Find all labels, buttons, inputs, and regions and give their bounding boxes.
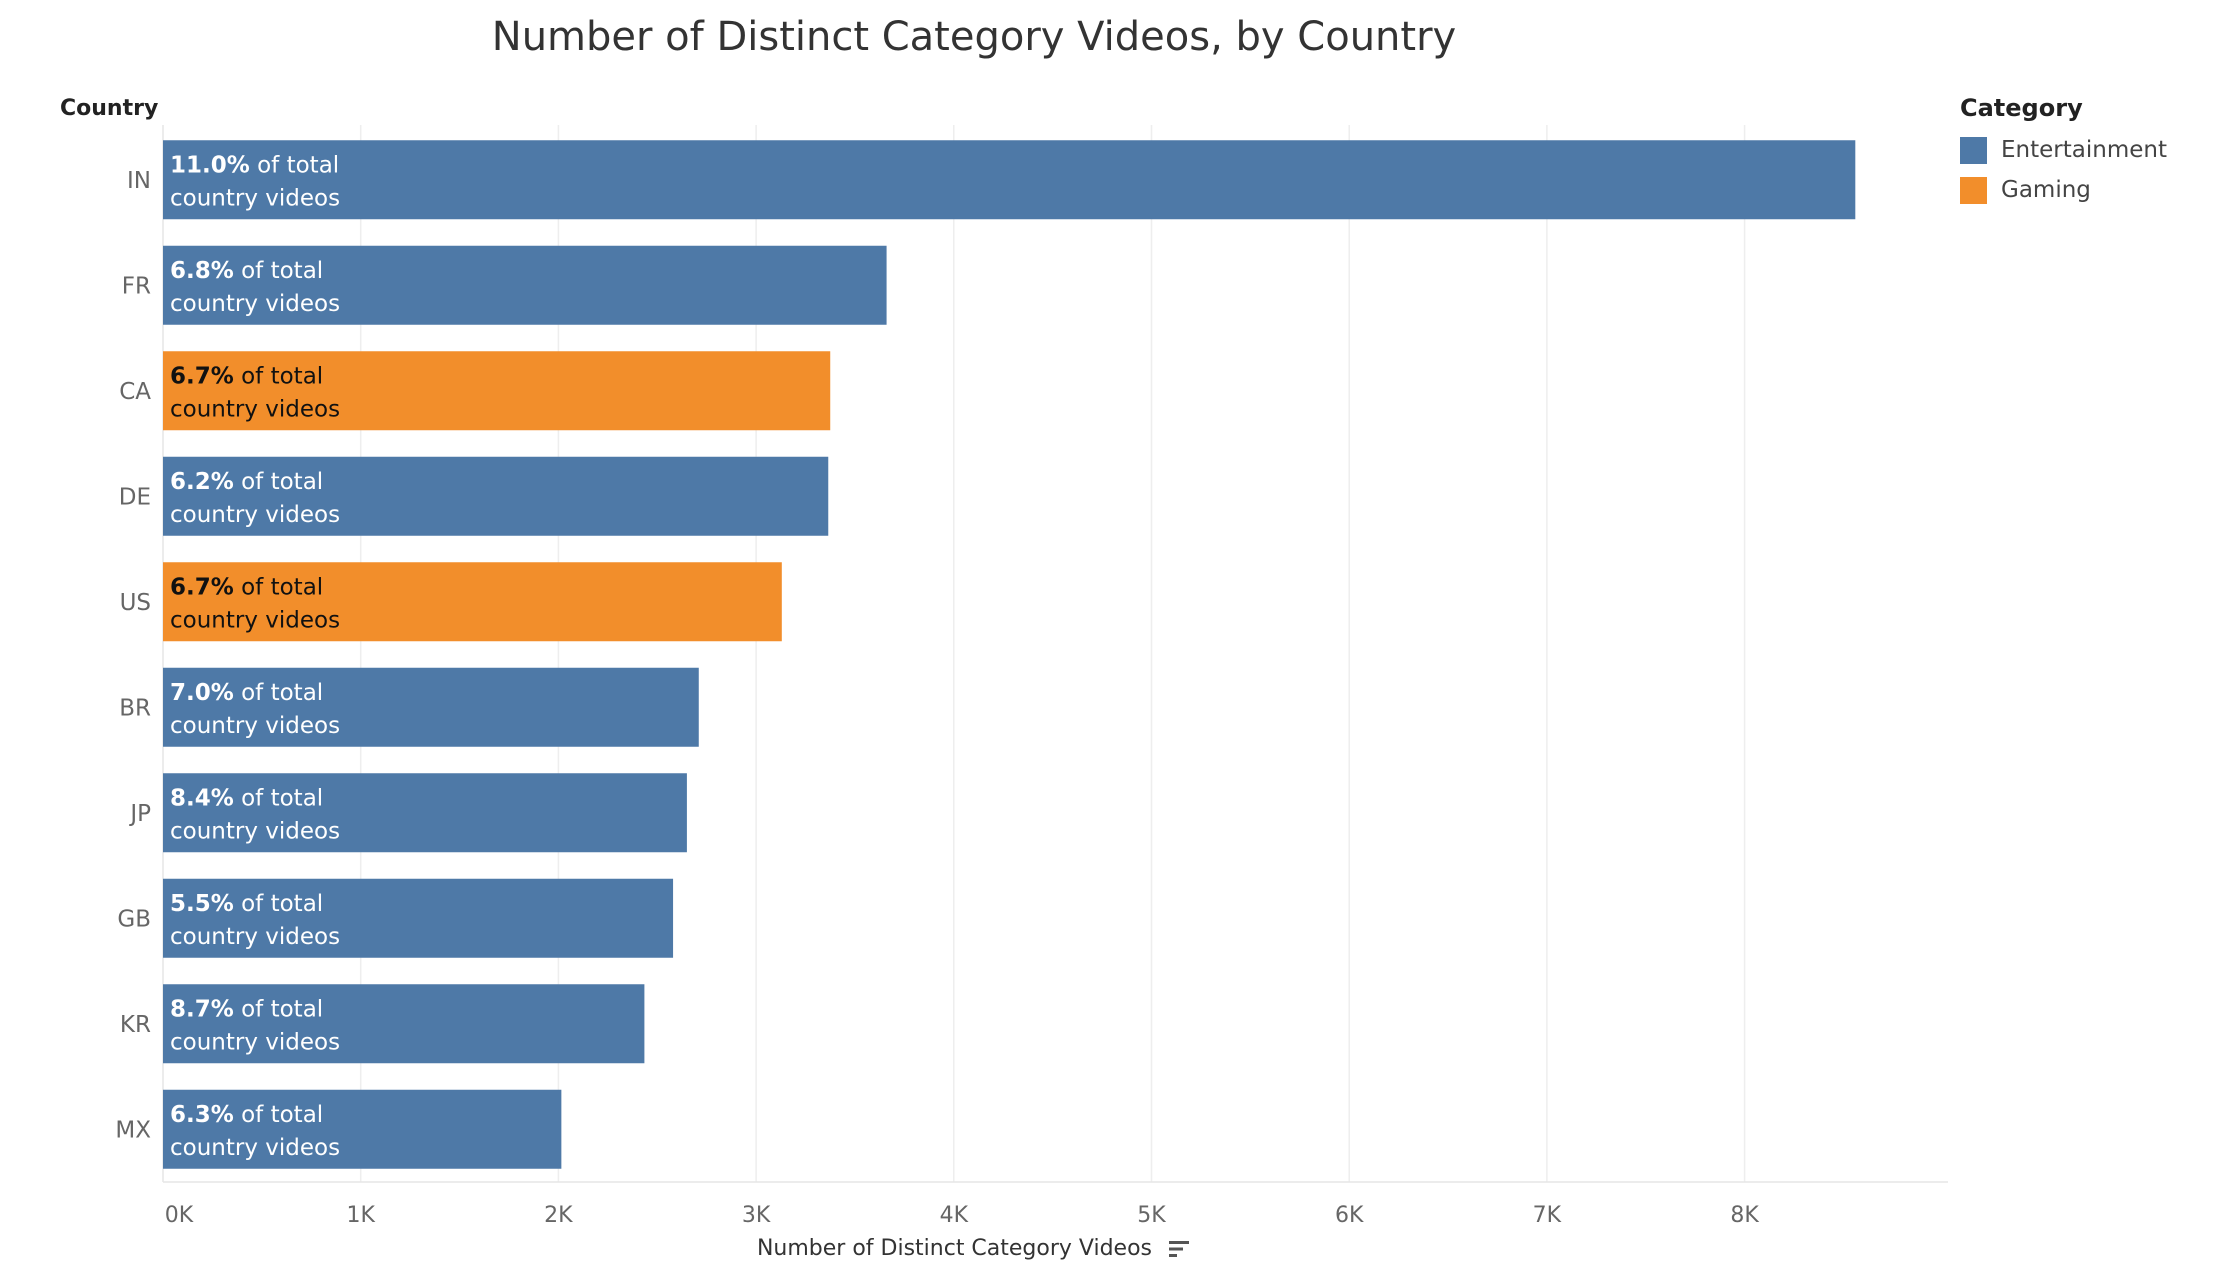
x-axis-title: Number of Distinct Category Videos [756, 1236, 1153, 1261]
data-label: 6.7% of total [170, 574, 323, 600]
y-tick-label: IN [127, 168, 151, 194]
data-label-line2: country videos [170, 1029, 340, 1055]
data-label-line2: country videos [170, 924, 340, 950]
bar-CA [163, 351, 831, 431]
data-label: 8.7% of total [170, 996, 323, 1022]
y-tick-label: FR [122, 273, 151, 299]
bar-DE [163, 456, 829, 536]
y-tick-label: MX [115, 1117, 151, 1143]
data-label: 6.7% of total [170, 363, 323, 389]
x-axis-title-container: Number of Distinct Category Videos [0, 1236, 1948, 1261]
y-tick-label: US [120, 590, 151, 616]
bar-BR [163, 667, 699, 747]
data-label: 6.2% of total [170, 469, 323, 495]
data-label-line2: country videos [170, 396, 340, 422]
data-label: 8.4% of total [170, 785, 323, 811]
bars [163, 140, 1856, 1169]
data-label-line2: country videos [170, 1135, 340, 1161]
y-tick-label: DE [119, 484, 151, 510]
y-tick-label: BR [119, 695, 151, 721]
x-tick-label: 4K [940, 1203, 969, 1228]
legend-label-gaming: Gaming [2001, 177, 2091, 203]
tick-labels: 0K 1K 2K 3K 4K 5K 6K 7K 8K IN FR CA DE US BR JP GB KR MX [115, 168, 1759, 1228]
data-label: 11.0% of total [170, 152, 339, 178]
legend-swatch-gaming [1960, 176, 1987, 204]
bar-labels: 11.0% of total country videos 6.8% of tota… [170, 152, 340, 1161]
y-tick-label: CA [119, 379, 151, 405]
legend-label-entertainment: Entertainment [2001, 137, 2167, 163]
data-label-line2: country videos [170, 607, 340, 633]
bar-FR [163, 245, 887, 325]
y-tick-label: JP [128, 801, 151, 827]
data-label-line2: country videos [170, 502, 340, 528]
x-tick-label: 8K [1730, 1203, 1759, 1228]
legend-swatch-entertainment [1960, 136, 1987, 164]
data-label-line2: country videos [170, 818, 340, 844]
x-tick-label: 7K [1533, 1203, 1562, 1228]
grid-lines [359, 125, 1746, 1182]
legend: Category Entertainment Gaming [1960, 94, 2167, 210]
sort-descending-icon[interactable] [1169, 1239, 1191, 1259]
data-label: 6.8% of total [170, 258, 323, 284]
legend-title: Category [1960, 94, 2083, 122]
x-tick-label: 2K [544, 1203, 573, 1228]
legend-item-entertainment[interactable]: Entertainment [1960, 130, 2167, 170]
data-label: 5.5% of total [170, 891, 323, 917]
data-label: 7.0% of total [170, 680, 323, 706]
bar-chart: 11.0% of total country videos 6.8% of tota… [115, 125, 1948, 1228]
data-label-line2: country videos [170, 713, 340, 739]
data-label-line2: country videos [170, 291, 340, 317]
data-label-line2: country videos [170, 185, 340, 211]
y-axis-title: Country [60, 96, 159, 121]
chart-title: Number of Distinct Category Videos, by C… [491, 14, 1457, 60]
y-tick-label: GB [117, 906, 151, 932]
data-label: 6.3% of total [170, 1102, 323, 1128]
bar-US [163, 562, 782, 642]
x-tick-label: 3K [742, 1203, 771, 1228]
legend-item-gaming[interactable]: Gaming [1960, 170, 2167, 210]
x-tick-label: 6K [1335, 1203, 1364, 1228]
y-tick-label: KR [120, 1012, 151, 1038]
x-tick-label: 5K [1137, 1203, 1166, 1228]
bar-MX [163, 1089, 562, 1169]
bar-GB [163, 878, 674, 958]
bar-KR [163, 984, 645, 1064]
bar-JP [163, 773, 687, 853]
x-tick-label: 1K [346, 1203, 375, 1228]
bar-IN [163, 140, 1856, 220]
x-tick-label: 0K [165, 1203, 194, 1228]
